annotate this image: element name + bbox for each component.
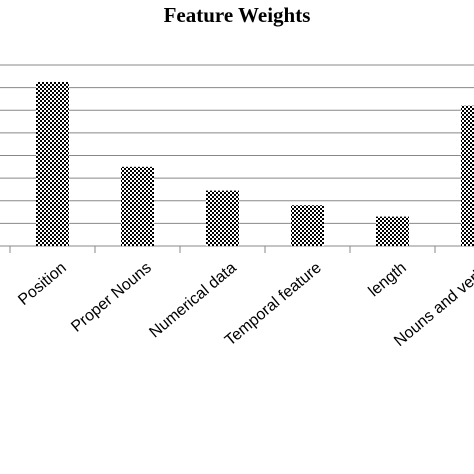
bar	[376, 216, 409, 246]
bar	[206, 190, 239, 246]
bar	[121, 166, 154, 246]
x-tick-label: length	[365, 259, 409, 300]
x-tick-label: Numerical data	[146, 259, 239, 341]
bar	[461, 105, 474, 246]
x-tick-label: Position	[15, 259, 70, 309]
bar	[291, 205, 324, 246]
chart-title: Feature Weights	[164, 3, 311, 27]
bar	[36, 81, 69, 246]
x-tick-label: Proper Nouns	[68, 259, 155, 335]
